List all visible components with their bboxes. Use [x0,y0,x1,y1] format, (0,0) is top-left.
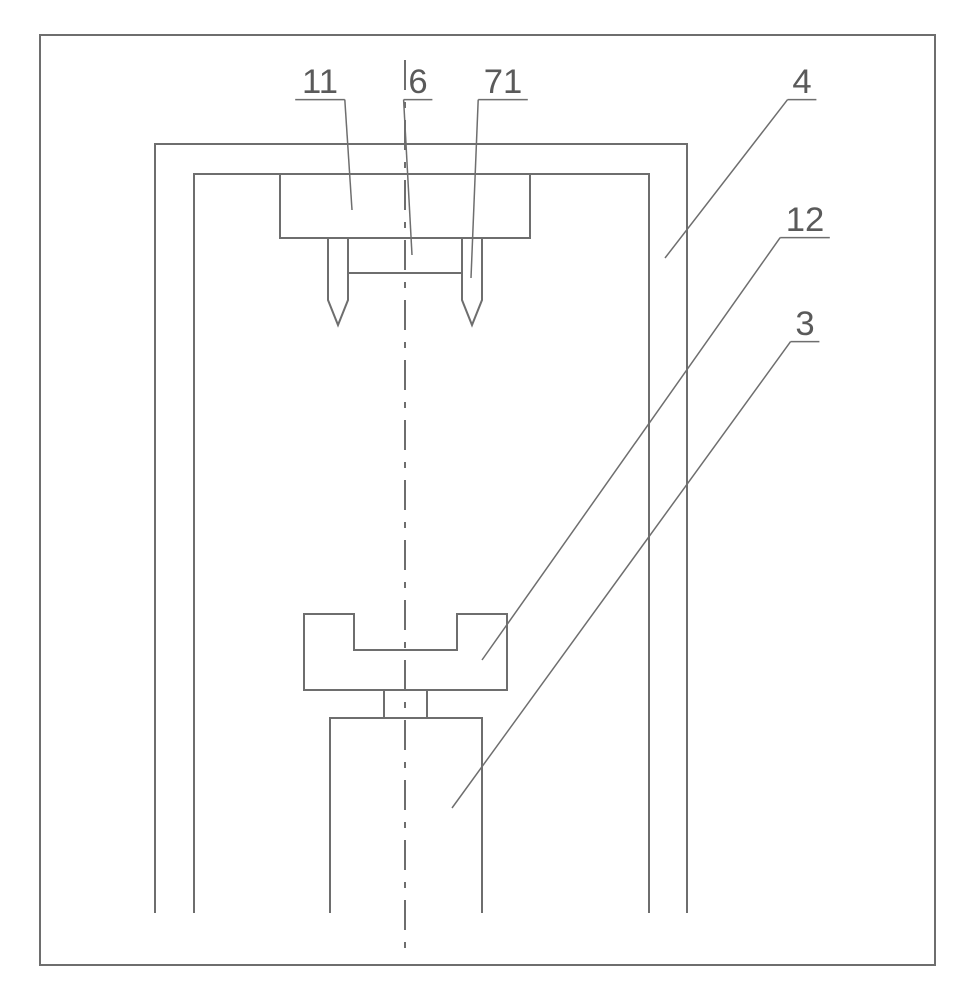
leader-line-12 [482,238,780,660]
label-6: 6 [408,63,427,101]
label-4: 4 [792,63,811,101]
leader-line-3 [452,342,791,808]
label-12: 12 [786,201,825,239]
label-71: 71 [484,63,523,101]
label-11: 11 [302,63,338,101]
label-3: 3 [795,305,814,343]
pin-left-71 [328,238,348,325]
leader-line-11 [345,100,352,210]
frame-part-4 [155,144,687,913]
leader-line-71 [471,100,478,278]
leader-line-6 [404,100,412,255]
leader-line-4 [665,100,788,258]
